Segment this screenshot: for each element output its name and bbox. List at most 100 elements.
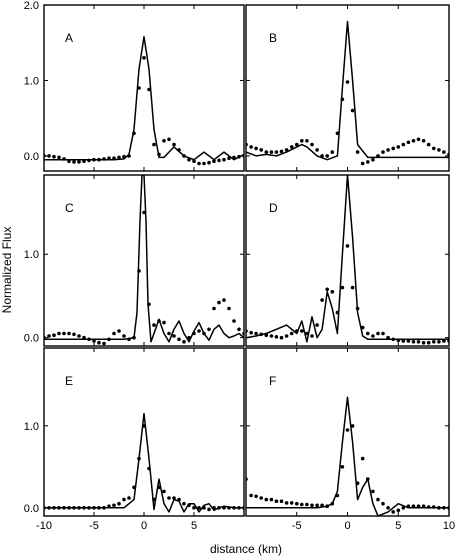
data-point xyxy=(366,477,370,481)
data-point xyxy=(447,506,449,510)
data-point xyxy=(177,497,181,502)
data-point xyxy=(305,502,309,507)
panel-c-frame xyxy=(43,174,245,347)
data-point xyxy=(345,244,350,248)
data-point xyxy=(269,497,274,502)
data-point xyxy=(310,142,314,147)
data-point xyxy=(325,504,330,509)
data-point xyxy=(102,506,106,510)
panel-c: 0.0 1.0 C xyxy=(24,174,245,347)
data-point xyxy=(77,160,81,164)
model-curve xyxy=(246,175,449,343)
data-point xyxy=(242,506,244,510)
data-point xyxy=(167,331,171,336)
data-point xyxy=(274,150,279,154)
data-point xyxy=(381,331,385,336)
data-point xyxy=(279,499,284,504)
model-curve xyxy=(246,20,449,161)
y-tick-label: 2.0 xyxy=(24,0,39,12)
data-point xyxy=(371,334,375,338)
data-point xyxy=(182,340,186,344)
data-point xyxy=(122,334,126,338)
model-curve xyxy=(246,396,449,516)
data-point xyxy=(345,80,350,84)
data-point xyxy=(396,508,401,513)
data-point xyxy=(305,331,309,336)
data-point xyxy=(401,339,406,343)
data-point xyxy=(391,146,396,151)
data-point xyxy=(315,148,319,152)
data-point xyxy=(77,506,81,510)
data-point xyxy=(92,157,96,162)
panel-e: 0.0 1.0 -10 -5 0 5 E xyxy=(24,347,245,532)
data-point xyxy=(325,287,330,292)
data-point xyxy=(320,154,324,158)
y-tick-label: 1.0 xyxy=(24,421,39,433)
data-point xyxy=(147,466,151,471)
data-point xyxy=(355,150,360,154)
data-point xyxy=(421,504,426,509)
x-tick-label: -10 xyxy=(36,520,52,532)
data-point xyxy=(366,160,370,164)
data-point xyxy=(232,319,236,323)
data-point xyxy=(269,334,274,338)
data-point xyxy=(117,155,121,160)
data-point xyxy=(157,319,161,323)
data-point xyxy=(295,142,299,147)
data-point xyxy=(232,506,236,510)
data-point xyxy=(107,156,111,160)
x-tick-label: 0 xyxy=(141,520,147,532)
data-point xyxy=(67,159,71,163)
data-point xyxy=(132,131,136,136)
panel-label: E xyxy=(65,374,73,388)
data-point xyxy=(254,331,258,336)
data-point xyxy=(391,337,396,342)
data-point xyxy=(232,155,236,160)
model-curve xyxy=(44,412,244,513)
data-point xyxy=(320,503,324,508)
data-point xyxy=(52,154,56,159)
data-point xyxy=(325,154,330,158)
panel-f: -5 0 5 10 F xyxy=(245,347,455,532)
data-point xyxy=(202,331,206,336)
data-point xyxy=(182,154,186,158)
data-point xyxy=(57,331,61,336)
data-point xyxy=(396,338,401,343)
data-point xyxy=(157,152,161,157)
data-point xyxy=(102,341,106,346)
panel-a: 0.0 1.0 2.0 A xyxy=(24,0,245,172)
x-tick-label: 5 xyxy=(395,520,401,532)
data-point xyxy=(426,505,431,509)
data-point xyxy=(172,334,176,338)
data-point xyxy=(335,310,340,315)
data-point xyxy=(172,142,176,147)
data-point xyxy=(264,333,269,338)
data-point xyxy=(437,148,441,152)
data-point xyxy=(217,506,221,510)
data-point xyxy=(310,503,314,508)
data-point xyxy=(217,300,221,305)
data-point xyxy=(227,506,231,510)
data-point xyxy=(411,504,416,509)
data-point xyxy=(117,329,121,333)
data-point xyxy=(305,139,309,143)
data-point xyxy=(360,456,365,461)
data-point xyxy=(177,337,181,342)
data-point xyxy=(421,340,426,345)
panel-f-plot-area xyxy=(246,396,449,516)
data-point xyxy=(197,329,201,333)
data-point xyxy=(72,506,76,510)
data-point xyxy=(202,506,206,510)
data-point xyxy=(259,496,264,500)
data-point xyxy=(97,157,101,162)
data-point xyxy=(386,506,390,510)
panel-b-plot-area xyxy=(246,20,449,166)
data-point xyxy=(249,330,253,335)
data-point xyxy=(416,504,421,509)
data-point xyxy=(426,340,431,345)
data-point xyxy=(122,154,126,159)
data-point xyxy=(162,489,166,494)
data-point xyxy=(127,337,131,342)
data-point xyxy=(47,506,51,510)
